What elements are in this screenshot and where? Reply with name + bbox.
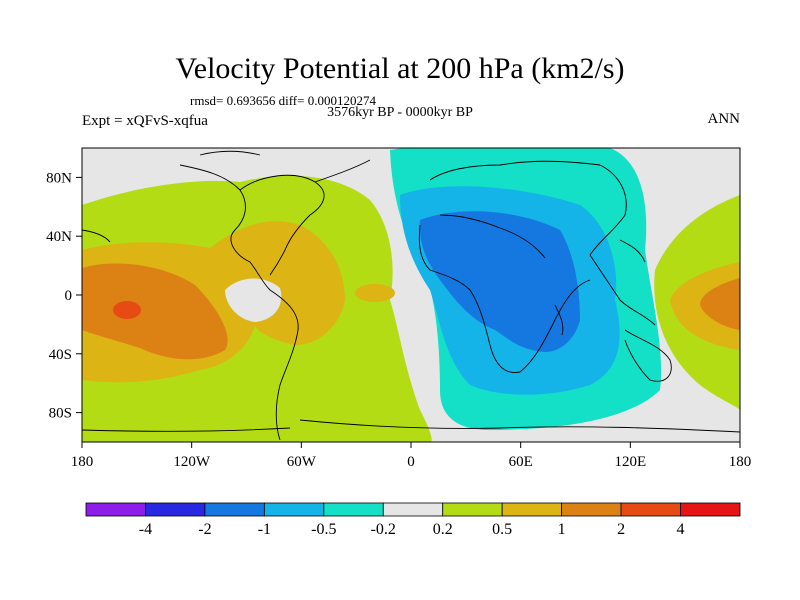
colorbar-box <box>145 502 206 517</box>
field-contour-1 <box>82 263 228 360</box>
colorbar-label: 1 <box>557 521 566 538</box>
colorbar-box <box>442 502 503 517</box>
field-contour-2 <box>113 301 141 319</box>
colorbar-label: 2 <box>617 521 626 538</box>
lon-axis: 180 120W 60W 0 60E 120E 180 <box>71 442 752 470</box>
colorbar-box <box>561 502 622 517</box>
colorbar-box <box>85 502 146 517</box>
map-panel <box>82 148 740 442</box>
lon-tick-label: 120E <box>614 454 646 470</box>
colorbar-box <box>501 502 563 517</box>
lon-tick-label: 0 <box>407 454 415 470</box>
colorbar-box <box>620 502 681 517</box>
plot-title: Velocity Potential at 200 hPa (km2/s) <box>175 52 625 85</box>
field-gap-eq <box>225 278 282 322</box>
lon-tick-label: 120W <box>173 454 211 470</box>
period-label: 3576kyr BP - 0000kyr BP <box>327 105 473 120</box>
lon-tick-label: 180 <box>729 454 752 470</box>
colorbar-label: 4 <box>676 521 685 538</box>
lon-tick-label: 60E <box>509 454 533 470</box>
lat-axis: 80N 40N 0 40S 80S <box>46 170 82 422</box>
experiment-label: Expt = xQFvS-xqfua <box>82 113 208 129</box>
colorbar-box <box>323 502 384 517</box>
colorbar-label: 0.2 <box>432 521 453 538</box>
colorbar-label: 0.5 <box>492 521 513 538</box>
lat-tick-label: 80S <box>49 406 72 422</box>
coastlines <box>82 150 740 441</box>
lat-tick-label: 40S <box>49 347 72 363</box>
field-blob-atlantic <box>355 284 395 302</box>
colorbar-label: -4 <box>138 521 153 538</box>
colorbar-label: -1 <box>257 521 272 538</box>
colorbar-box <box>680 502 741 517</box>
lon-tick-label: 180 <box>71 454 94 470</box>
lat-tick-label: 0 <box>65 288 73 304</box>
colorbar-label: -0.2 <box>370 521 396 538</box>
colorbar-box <box>382 502 444 517</box>
lat-tick-label: 40N <box>46 229 72 245</box>
colorbar-box <box>204 502 265 517</box>
stats-line: rmsd= 0.693656 diff= 0.000120274 <box>190 93 376 108</box>
colorbar-box <box>263 502 325 517</box>
lat-tick-label: 80N <box>46 170 72 186</box>
colorbar <box>85 502 741 517</box>
field-contour-neg-1 <box>419 211 580 352</box>
colorbar-label: -2 <box>198 521 212 538</box>
field-contour-east-1 <box>700 278 740 330</box>
lon-tick-label: 60W <box>287 454 317 470</box>
season-label: ANN <box>707 111 741 127</box>
colorbar-label: -0.5 <box>311 521 337 538</box>
